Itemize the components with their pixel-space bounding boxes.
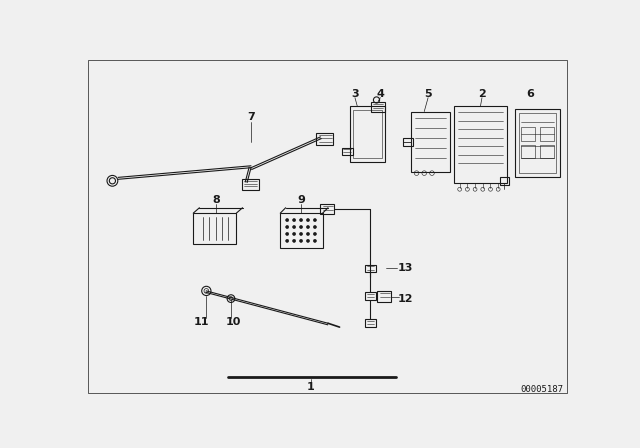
Bar — [519, 113, 556, 173]
Bar — [500, 177, 509, 185]
Text: 11: 11 — [193, 317, 209, 327]
Text: 00005187: 00005187 — [520, 385, 564, 394]
Text: 7: 7 — [247, 112, 255, 122]
Bar — [365, 293, 376, 300]
Bar — [540, 145, 554, 159]
Bar — [242, 179, 259, 190]
Circle shape — [314, 233, 316, 236]
Text: 5: 5 — [424, 89, 432, 99]
Bar — [411, 112, 450, 172]
Text: 9: 9 — [297, 195, 305, 205]
Circle shape — [300, 219, 303, 222]
Text: 1: 1 — [307, 382, 315, 392]
Circle shape — [307, 219, 310, 222]
Bar — [193, 213, 236, 244]
Circle shape — [300, 239, 303, 242]
Text: 4: 4 — [376, 89, 384, 99]
Text: 12: 12 — [397, 293, 413, 304]
Bar — [540, 127, 554, 141]
Text: 2: 2 — [478, 89, 486, 99]
Bar — [342, 148, 353, 155]
Bar — [521, 127, 535, 141]
Circle shape — [292, 219, 296, 222]
Bar — [365, 265, 376, 272]
Circle shape — [292, 225, 296, 228]
Circle shape — [307, 233, 310, 236]
Text: 10: 10 — [226, 317, 241, 327]
Circle shape — [307, 225, 310, 228]
Text: 3: 3 — [351, 89, 359, 99]
Text: 13: 13 — [397, 263, 413, 273]
Bar — [403, 138, 413, 146]
Bar — [521, 145, 535, 159]
Circle shape — [285, 233, 289, 236]
Bar — [378, 291, 391, 302]
Circle shape — [285, 239, 289, 242]
Circle shape — [314, 239, 316, 242]
Circle shape — [285, 225, 289, 228]
Circle shape — [314, 225, 316, 228]
Bar — [320, 204, 334, 214]
Bar — [316, 133, 333, 146]
Circle shape — [292, 239, 296, 242]
Text: 6: 6 — [526, 89, 534, 99]
Circle shape — [300, 233, 303, 236]
Bar — [353, 110, 382, 158]
Bar — [365, 319, 376, 327]
Bar — [349, 106, 385, 162]
Bar — [515, 109, 560, 177]
Bar — [454, 106, 507, 183]
Circle shape — [300, 225, 303, 228]
Circle shape — [307, 239, 310, 242]
Bar — [280, 213, 323, 248]
Bar — [371, 102, 385, 112]
Circle shape — [292, 233, 296, 236]
Text: 8: 8 — [212, 195, 220, 205]
Circle shape — [285, 219, 289, 222]
Circle shape — [314, 219, 316, 222]
